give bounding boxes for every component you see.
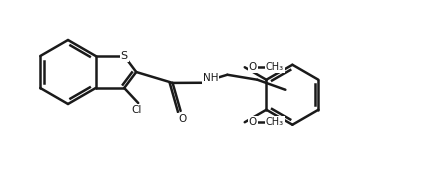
Text: CH₃: CH₃ — [265, 117, 284, 127]
Text: O: O — [179, 114, 187, 124]
Text: O: O — [249, 62, 257, 72]
Text: O: O — [249, 117, 257, 127]
Text: S: S — [121, 51, 128, 61]
Text: Cl: Cl — [131, 105, 142, 115]
Text: NH: NH — [202, 73, 218, 83]
Text: CH₃: CH₃ — [265, 62, 284, 72]
